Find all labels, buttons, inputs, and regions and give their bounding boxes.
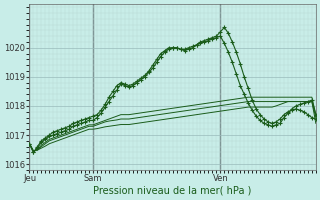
X-axis label: Pression niveau de la mer( hPa ): Pression niveau de la mer( hPa )	[93, 186, 252, 196]
